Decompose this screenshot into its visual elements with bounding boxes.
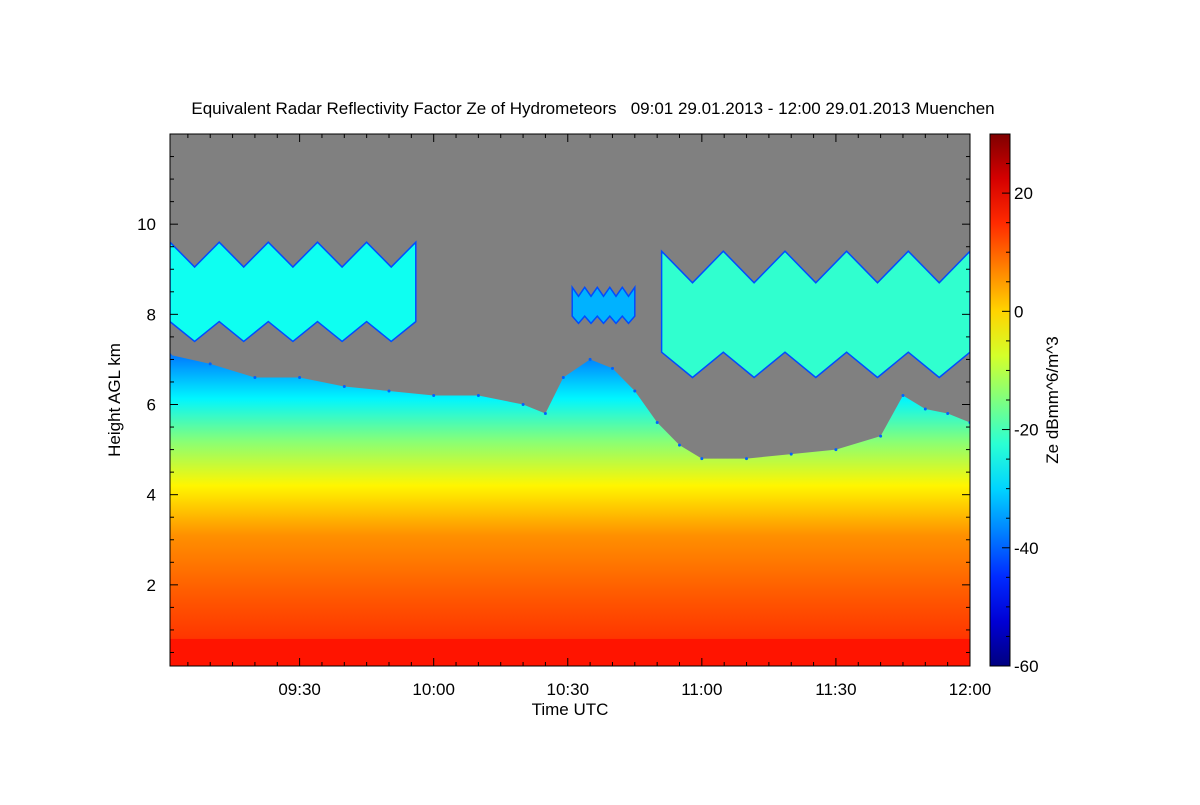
plot-frame: [169, 133, 971, 667]
echo-top-point: [789, 452, 793, 456]
echo-top-point: [700, 457, 704, 461]
echo-top-point: [923, 407, 927, 411]
echo-top-point: [678, 443, 681, 447]
colorbar-tick-label: 20: [1014, 184, 1033, 203]
x-axis-ticks: 09:30 10:00 10:30 11:00 11:30 12:00: [187, 134, 992, 699]
y-axis-label: Height AGL km: [105, 343, 124, 457]
echo-top-point: [208, 362, 212, 366]
echo-top-point: [901, 394, 905, 397]
x-tick-label: 11:00: [681, 680, 722, 699]
echo-top-point: [879, 434, 883, 438]
colorbar-ticks: -60 -40 -20 0 20: [1002, 133, 1039, 676]
echo-top-point: [946, 412, 950, 415]
colorbar-tick-label: -20: [1014, 421, 1039, 440]
colorbar-tick-label: -40: [1014, 539, 1039, 558]
echo-top-point: [476, 394, 480, 397]
y-tick-label: 6: [147, 396, 156, 415]
upper-cloud-layer: [170, 240, 417, 343]
y-tick-label: 8: [147, 305, 156, 324]
echo-top-point: [561, 376, 565, 379]
x-tick-label: 09:30: [278, 680, 321, 699]
echo-top-point: [387, 389, 391, 393]
upper-cloud-layer: [571, 284, 636, 325]
x-tick-label: 10:00: [412, 680, 455, 699]
echo-top-point: [342, 385, 346, 388]
x-axis-label: Time UTC: [532, 700, 609, 719]
colorbar-tick-label: -60: [1014, 657, 1039, 676]
echo-top-point: [521, 403, 525, 406]
colorbar-label: Ze dBmm^6/m^3: [1043, 336, 1062, 463]
x-tick-label: 10:30: [546, 680, 589, 699]
echo-top-point: [543, 412, 547, 415]
x-tick-label: 11:30: [815, 680, 856, 699]
precipitation-echo-region: [170, 354, 970, 666]
echo-top-point: [655, 421, 659, 424]
colorbar-tick-label: 0: [1014, 302, 1023, 321]
y-tick-label: 10: [137, 215, 156, 234]
echo-top-point: [611, 366, 614, 370]
chart-title: Equivalent Radar Reflectivity Factor Ze …: [191, 99, 994, 118]
y-tick-label: 2: [147, 576, 156, 595]
echo-top-point: [745, 457, 748, 461]
echo-top-point: [253, 376, 257, 379]
y-tick-label: 4: [147, 486, 156, 505]
upper-cloud-layer: [660, 249, 970, 379]
echo-top-point: [298, 376, 302, 379]
echo-top-point: [633, 389, 637, 393]
y-axis-ticks: 2 4 6 8 10: [137, 133, 970, 653]
surface-layer: [170, 638, 970, 666]
echo-top-point: [588, 357, 592, 361]
echo-top-point: [432, 394, 436, 397]
reflectivity-layers: [170, 240, 970, 666]
echo-top-point: [834, 448, 838, 452]
x-tick-label: 12:00: [949, 680, 992, 699]
